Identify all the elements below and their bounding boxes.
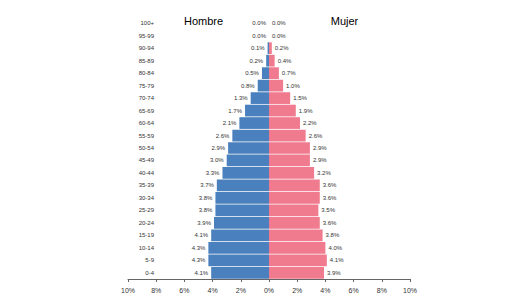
svg-text:3.2%: 3.2% [317,170,331,176]
svg-text:40-44: 40-44 [139,170,155,176]
svg-text:4.0%: 4.0% [328,245,342,251]
svg-text:65-69: 65-69 [139,108,155,114]
svg-text:2%: 2% [236,287,246,294]
svg-text:0.0%: 0.0% [252,33,266,39]
svg-text:0.1%: 0.1% [251,45,265,51]
svg-text:90-94: 90-94 [139,45,155,51]
svg-text:60-64: 60-64 [139,120,155,126]
svg-text:100+: 100+ [140,20,154,26]
svg-text:2.9%: 2.9% [211,145,225,151]
svg-text:0.4%: 0.4% [278,58,292,64]
svg-text:2.6%: 2.6% [216,133,230,139]
svg-text:20-24: 20-24 [139,220,155,226]
svg-text:0%: 0% [264,287,274,294]
svg-text:8%: 8% [151,287,161,294]
svg-text:0.8%: 0.8% [241,83,255,89]
svg-text:4%: 4% [208,287,218,294]
svg-text:3.9%: 3.9% [327,270,341,276]
svg-text:3.6%: 3.6% [323,182,337,188]
svg-text:45-49: 45-49 [139,157,155,163]
svg-text:75-79: 75-79 [139,83,155,89]
svg-text:2.6%: 2.6% [309,133,323,139]
svg-text:0.0%: 0.0% [272,20,286,26]
svg-text:0.5%: 0.5% [245,70,259,76]
svg-text:10-14: 10-14 [139,245,155,251]
svg-text:95-99: 95-99 [139,33,155,39]
svg-text:1.3%: 1.3% [234,95,248,101]
svg-text:3.7%: 3.7% [200,182,214,188]
svg-text:0.2%: 0.2% [249,58,263,64]
svg-text:0.7%: 0.7% [282,70,296,76]
svg-text:8%: 8% [377,287,387,294]
svg-text:2%: 2% [292,287,302,294]
svg-text:2.9%: 2.9% [313,157,327,163]
svg-text:1.0%: 1.0% [286,83,300,89]
svg-text:3.5%: 3.5% [321,207,335,213]
svg-text:1.7%: 1.7% [228,108,242,114]
svg-text:4%: 4% [320,287,330,294]
svg-text:0-4: 0-4 [145,270,154,276]
svg-text:6%: 6% [349,287,359,294]
svg-text:50-54: 50-54 [139,145,155,151]
svg-text:Hombre: Hombre [184,15,223,27]
svg-text:3.8%: 3.8% [199,207,213,213]
svg-text:4.1%: 4.1% [330,257,344,263]
svg-text:3.8%: 3.8% [326,232,340,238]
svg-text:35-39: 35-39 [139,182,155,188]
svg-text:Mujer: Mujer [331,15,359,27]
svg-text:4.1%: 4.1% [195,232,209,238]
svg-text:1.5%: 1.5% [293,95,307,101]
svg-text:10%: 10% [121,287,135,294]
svg-text:0.0%: 0.0% [252,20,266,26]
svg-text:15-19: 15-19 [139,232,155,238]
svg-text:2.9%: 2.9% [313,145,327,151]
svg-text:10%: 10% [403,287,417,294]
svg-text:4.3%: 4.3% [192,245,206,251]
svg-text:0.2%: 0.2% [275,45,289,51]
svg-text:3.9%: 3.9% [197,220,211,226]
svg-text:0.0%: 0.0% [272,33,286,39]
svg-text:6%: 6% [179,287,189,294]
svg-text:80-84: 80-84 [139,70,155,76]
svg-text:3.6%: 3.6% [323,195,337,201]
svg-text:4.1%: 4.1% [195,270,209,276]
svg-text:2.2%: 2.2% [303,120,317,126]
svg-text:25-29: 25-29 [139,207,155,213]
svg-text:2.1%: 2.1% [223,120,237,126]
svg-text:4.3%: 4.3% [192,257,206,263]
svg-text:3.8%: 3.8% [199,195,213,201]
svg-text:3.0%: 3.0% [210,157,224,163]
svg-text:70-74: 70-74 [139,95,155,101]
svg-text:3.3%: 3.3% [206,170,220,176]
svg-text:5-9: 5-9 [145,257,154,263]
svg-text:30-34: 30-34 [139,195,155,201]
svg-text:3.6%: 3.6% [323,220,337,226]
svg-text:55-59: 55-59 [139,133,155,139]
svg-text:1.9%: 1.9% [299,108,313,114]
svg-text:85-89: 85-89 [139,58,155,64]
